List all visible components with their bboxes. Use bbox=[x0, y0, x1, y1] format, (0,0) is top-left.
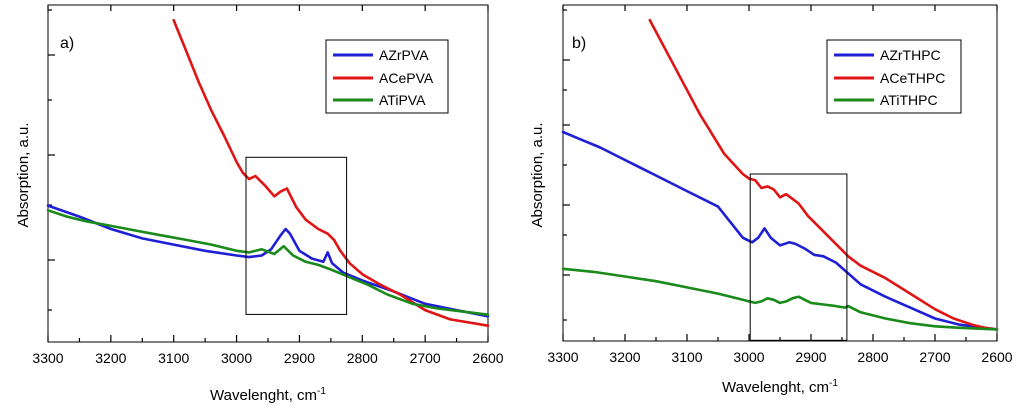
x-tick-label-b-2900: 2900 bbox=[795, 349, 826, 365]
panel-b: b) 3300 3200 3100 3000 2900 2800 2700 2600 AZrT… bbox=[529, 4, 1013, 396]
legend-label-atithpc: ATiTHPC bbox=[880, 92, 938, 108]
x-axis-title-b-text: Wavelenght, cm bbox=[722, 379, 829, 396]
x-axis-title-b-sup: -1 bbox=[829, 378, 838, 389]
x-tick-label-a-2900: 2900 bbox=[284, 350, 315, 366]
legend-frame-b bbox=[826, 39, 962, 114]
legend-label-acepva: ACePVA bbox=[379, 70, 434, 86]
x-tick-label-b-2700: 2700 bbox=[919, 349, 950, 365]
x-tick-label-a-2700: 2700 bbox=[410, 350, 441, 366]
x-tick-label-b-3100: 3100 bbox=[671, 349, 702, 365]
x-tick-label-a-2800: 2800 bbox=[347, 350, 378, 366]
series-atithpc bbox=[561, 267, 999, 331]
y-axis-title-b: Absorption, a.u. bbox=[529, 122, 546, 227]
legend-a: AZrPVA ACePVA ATiPVA bbox=[325, 39, 449, 114]
series-azrpva bbox=[46, 204, 490, 318]
series-atipva bbox=[46, 209, 490, 317]
x-axis-title-a-text: Wavelenght, cm bbox=[210, 387, 317, 404]
x-tick-label-a-3100: 3100 bbox=[158, 350, 189, 366]
x-tick-label-b-3000: 3000 bbox=[733, 349, 764, 365]
series-acepva bbox=[172, 18, 490, 328]
x-tick-label-a-3200: 3200 bbox=[95, 350, 126, 366]
x-axis-title-b: Wavelenght, cm-1 bbox=[722, 378, 838, 396]
legend-b: AZrTHPC ACeTHPC ATiTHPC bbox=[826, 39, 962, 114]
panel-a: a) 3300 3200 3100 3000 2900 2800 2700 2600 AZrP… bbox=[15, 4, 504, 404]
x-tick-label-b-3300: 3300 bbox=[547, 349, 578, 365]
y-axis-title-a: Absorption, a.u. bbox=[15, 122, 32, 227]
highlight-box-b bbox=[749, 173, 848, 341]
series-azrthpc bbox=[561, 130, 999, 331]
legend-frame-a bbox=[325, 39, 449, 114]
legend-label-azrthpc: AZrTHPC bbox=[880, 47, 941, 63]
x-tick-label-b-3200: 3200 bbox=[609, 349, 640, 365]
x-tick-label-a-2600: 2600 bbox=[472, 350, 503, 366]
highlight-box-a bbox=[245, 156, 348, 315]
legend-label-atipva: ATiPVA bbox=[379, 92, 426, 108]
x-axis-title-a: Wavelenght, cm-1 bbox=[210, 386, 326, 404]
x-tick-label-b-2800: 2800 bbox=[857, 349, 888, 365]
legend-label-azrpva: AZrPVA bbox=[379, 47, 429, 63]
panel-label-b: b) bbox=[572, 35, 586, 52]
panel-label-a: a) bbox=[60, 35, 74, 52]
x-axis-title-a-sup: -1 bbox=[317, 386, 326, 397]
series-acethpc bbox=[648, 18, 999, 331]
legend-label-acethpc: ACeTHPC bbox=[880, 70, 945, 86]
x-tick-label-b-2600: 2600 bbox=[981, 349, 1012, 365]
x-tick-label-a-3300: 3300 bbox=[32, 350, 63, 366]
x-tick-label-a-3000: 3000 bbox=[221, 350, 252, 366]
